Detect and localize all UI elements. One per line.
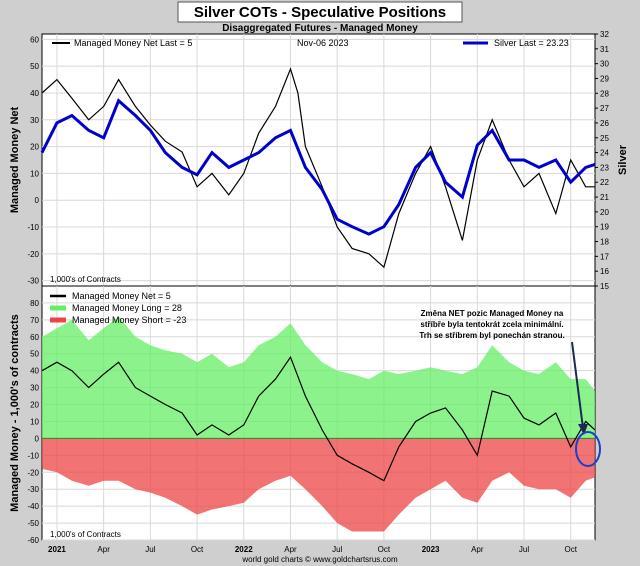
annotation-line-3: Trh se stříbrem byl ponechán stranou. xyxy=(419,331,564,340)
bottom-tick-label: 70 xyxy=(30,316,39,325)
annotation-line-1: Změna NET pozic Managed Money na xyxy=(421,309,564,318)
legend-bottom-net-label: Managed Money Net = 5 xyxy=(72,291,171,301)
bottom-tick-label: -30 xyxy=(27,485,39,494)
top-right-tick-label: 31 xyxy=(600,45,609,54)
title-box xyxy=(177,1,463,23)
top-left-tick-label: 60 xyxy=(30,35,39,44)
top-left-axis-label: Managed Money Net xyxy=(9,106,21,213)
top-right-tick-label: 24 xyxy=(600,149,609,158)
top-left-tick-label: 10 xyxy=(30,169,39,178)
x-tick-label: Apr xyxy=(471,545,484,554)
bottom-axes: 2021 Apr Jul Oct 2022 Apr Jul Oct 2023 Apr Jul Oct 8… xyxy=(27,299,577,554)
top-grid xyxy=(42,34,595,286)
x-tick-label: Oct xyxy=(378,545,391,554)
chart-title: Silver COTs - Speculative Positions xyxy=(194,4,446,21)
top-left-tick-label: -30 xyxy=(27,277,39,286)
bottom-tick-label: 40 xyxy=(30,367,39,376)
x-tick-label: Jul xyxy=(145,545,155,554)
bottom-tick-label: -40 xyxy=(27,502,39,511)
top-left-tick-label: 20 xyxy=(30,143,39,152)
bottom-tick-label: 30 xyxy=(30,384,39,393)
top-right-tick-label: 30 xyxy=(600,60,609,69)
top-series xyxy=(40,67,596,269)
top-left-tick-label: 0 xyxy=(35,196,40,205)
annotation-circle xyxy=(575,431,601,467)
top-right-tick-label: 16 xyxy=(600,267,609,276)
bottom-tick-label: -10 xyxy=(27,451,39,460)
top-left-tick-label: 40 xyxy=(30,89,39,98)
bottom-tick-label: 20 xyxy=(30,401,39,410)
top-units-note: 1,000's of Contracts xyxy=(50,275,121,284)
top-left-tick-label: 30 xyxy=(30,116,39,125)
top-right-tick-label: 17 xyxy=(600,252,609,261)
top-right-tick-label: 28 xyxy=(600,89,609,98)
top-right-tick-label: 22 xyxy=(600,178,609,187)
bottom-tick-label: 10 xyxy=(30,417,39,426)
x-tick-label: Apr xyxy=(284,545,297,554)
top-left-tick-label: -20 xyxy=(27,250,39,259)
bottom-units-note: 1,000's of Contracts xyxy=(50,530,121,539)
annotation-arrow-head xyxy=(578,424,588,435)
top-left-tick-label: 50 xyxy=(30,62,39,71)
x-tick-label: 2023 xyxy=(422,545,440,554)
x-tick-label: Jul xyxy=(332,545,342,554)
bottom-tick-label: 60 xyxy=(30,333,39,342)
bottom-net-line xyxy=(41,355,596,482)
x-tick-label: Apr xyxy=(97,545,110,554)
top-right-tick-label: 18 xyxy=(600,238,609,247)
legend-silver-label: Silver Last = 23.23 xyxy=(494,38,569,48)
bottom-tick-label: 0 xyxy=(35,434,40,443)
top-right-tick-label: 23 xyxy=(600,163,609,172)
top-right-tick-label: 15 xyxy=(600,282,609,291)
bottom-tick-label: 80 xyxy=(30,299,39,308)
x-tick-label: 2022 xyxy=(235,545,253,554)
bottom-tick-label: -60 xyxy=(27,536,39,545)
top-right-tick-label: 27 xyxy=(600,104,609,113)
annotation-line-2: stříbře byla tentokrát zcela minimální. xyxy=(420,320,563,329)
top-right-tick-label: 29 xyxy=(600,74,609,83)
top-left-tick-label: -10 xyxy=(27,223,39,232)
top-right-tick-label: 32 xyxy=(600,30,609,39)
top-right-tick-label: 26 xyxy=(600,119,609,128)
x-tick-label: Jul xyxy=(519,545,529,554)
top-right-tick-label: 20 xyxy=(600,208,609,217)
x-tick-label: Oct xyxy=(564,545,577,554)
bottom-tick-label: -50 xyxy=(27,519,39,528)
legend-short-label: Managed Money Short = -23 xyxy=(72,315,186,325)
footer-credit: world gold charts © www.goldchartsrus.co… xyxy=(241,555,398,564)
top-right-axis-label: Silver xyxy=(617,144,629,175)
long-area xyxy=(42,316,595,439)
report-date: Nov-06 2023 xyxy=(297,38,349,48)
bottom-tick-label: 50 xyxy=(30,350,39,359)
top-axes: 60 50 40 30 20 10 0 -10 -20 -30 32 31 30 29 28 27 26 25 24… xyxy=(27,30,609,291)
bottom-axis-label: Managed Money - 1,000's of contracts xyxy=(9,314,21,512)
top-right-tick-label: 25 xyxy=(600,134,609,143)
top-right-tick-label: 21 xyxy=(600,193,609,202)
silver-line xyxy=(40,98,596,236)
bottom-series xyxy=(41,316,596,532)
legend-long-label: Managed Money Long = 28 xyxy=(72,303,182,313)
legend-net-label: Managed Money Net Last = 5 xyxy=(74,38,192,48)
chart-subtitle: Disaggregated Futures - Managed Money xyxy=(222,23,418,34)
annotation-arrow-line xyxy=(571,341,584,429)
x-tick-label: 2021 xyxy=(48,545,66,554)
bottom-tick-label: -20 xyxy=(27,468,39,477)
short-area xyxy=(42,438,595,532)
top-plot-area xyxy=(41,33,596,287)
x-tick-label: Oct xyxy=(191,545,204,554)
top-right-tick-label: 19 xyxy=(600,223,609,232)
